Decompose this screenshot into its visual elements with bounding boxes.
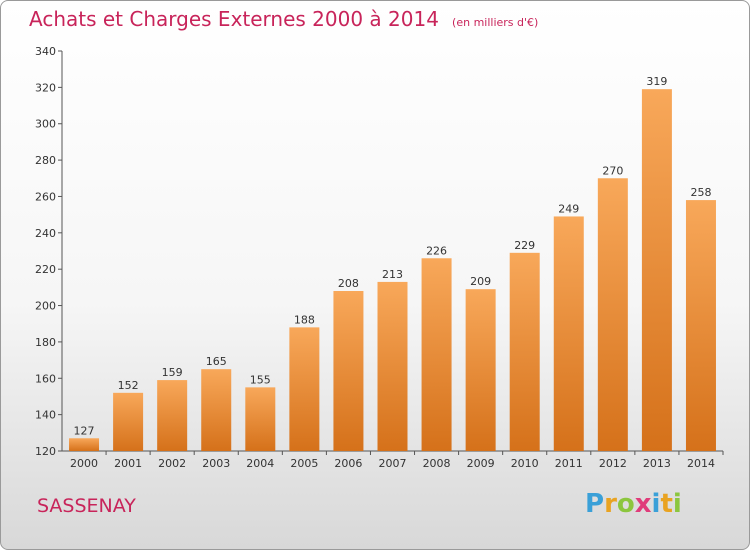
value-label: 249 — [558, 202, 579, 215]
logo-letter: o — [616, 489, 635, 519]
bar — [113, 392, 144, 451]
x-tick-label: 2002 — [158, 457, 186, 470]
value-label: 319 — [646, 75, 667, 88]
chart-title: Achats et Charges Externes 2000 à 2014 — [29, 7, 439, 31]
bar — [465, 289, 496, 451]
y-tick-label: 300 — [35, 118, 56, 131]
y-tick-label: 320 — [35, 81, 56, 94]
value-label: 209 — [470, 275, 491, 288]
bar-chart: 120 140 160 180 200 220 240 260 280 300 320 340 2000… — [35, 45, 724, 470]
bar — [553, 216, 584, 451]
bar — [333, 291, 364, 451]
bar — [685, 200, 716, 451]
x-tick-label: 2013 — [643, 457, 671, 470]
logo-letter: x — [634, 489, 652, 519]
bar — [377, 281, 408, 451]
x-tick-label: 2007 — [379, 457, 407, 470]
proxiti-logo: Proxiti — [585, 489, 682, 519]
x-tick-label: 2001 — [114, 457, 142, 470]
y-tick-label: 120 — [35, 445, 56, 458]
logo-letter: i — [651, 489, 661, 519]
bar — [201, 369, 232, 451]
value-label: 270 — [602, 164, 623, 177]
bar — [597, 178, 628, 452]
x-tick-label: 2011 — [555, 457, 583, 470]
value-label: 159 — [162, 366, 183, 379]
bar — [509, 252, 540, 451]
y-tick-label: 280 — [35, 154, 56, 167]
logo-letter: r — [604, 489, 617, 519]
value-label: 213 — [382, 268, 403, 281]
x-tick-label: 2012 — [599, 457, 627, 470]
value-label: 155 — [250, 373, 271, 386]
bar — [289, 327, 320, 451]
x-tick-label: 2014 — [687, 457, 715, 470]
x-tick-label: 2010 — [511, 457, 539, 470]
x-tick-label: 2005 — [290, 457, 318, 470]
bar — [245, 387, 276, 451]
logo-letter: i — [672, 489, 682, 519]
y-tick-label: 200 — [35, 300, 56, 313]
x-tick-label: 2003 — [202, 457, 230, 470]
value-label: 258 — [690, 186, 711, 199]
value-label: 226 — [426, 244, 447, 257]
x-tick-label: 2004 — [246, 457, 274, 470]
bar — [421, 258, 452, 451]
value-label: 152 — [118, 379, 139, 392]
value-label: 127 — [74, 424, 95, 437]
commune-name: SASSENAY — [37, 495, 136, 517]
logo-letter: t — [660, 489, 673, 519]
bar — [157, 380, 188, 451]
y-tick-label: 340 — [35, 45, 56, 58]
logo-letter: P — [585, 489, 605, 519]
y-tick-label: 240 — [35, 227, 56, 240]
value-label: 208 — [338, 277, 359, 290]
x-tick-label: 2008 — [423, 457, 451, 470]
y-tick-label: 160 — [35, 372, 56, 385]
value-label: 229 — [514, 239, 535, 252]
x-tick-label: 2000 — [70, 457, 98, 470]
title-row: Achats et Charges Externes 2000 à 2014 (… — [29, 7, 538, 31]
x-tick-label: 2006 — [334, 457, 362, 470]
value-label: 188 — [294, 313, 315, 326]
y-tick-label: 260 — [35, 190, 56, 203]
x-tick-label: 2009 — [467, 457, 495, 470]
value-label: 165 — [206, 355, 227, 368]
chart-subtitle: (en milliers d'€) — [452, 16, 539, 29]
bar — [641, 89, 672, 451]
bar — [69, 438, 100, 451]
y-tick-label: 180 — [35, 336, 56, 349]
y-tick-label: 140 — [35, 409, 56, 422]
y-tick-label: 220 — [35, 263, 56, 276]
